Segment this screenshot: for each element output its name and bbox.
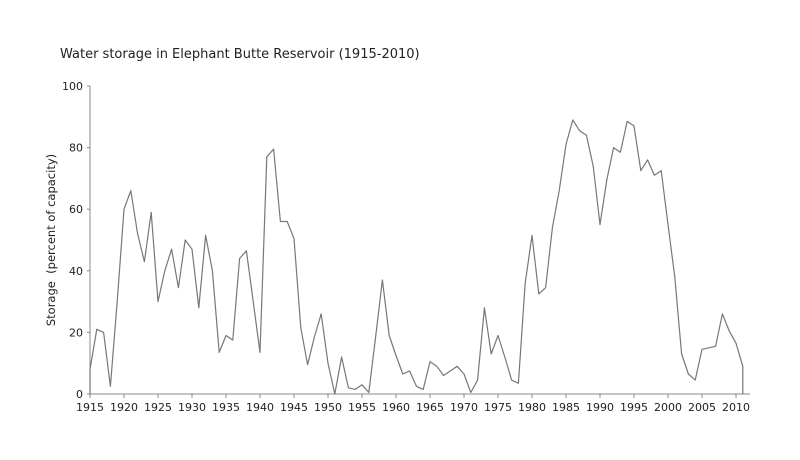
y-tick-label: 0 — [76, 388, 83, 401]
x-tick-label: 1975 — [484, 401, 512, 414]
y-tick-label: 40 — [69, 265, 83, 278]
chart-title: Water storage in Elephant Butte Reservoi… — [60, 47, 420, 62]
x-axis-ticks: 1915 1920 1925 1930 1935 1940 1945 1950 1955 1960… — [76, 394, 750, 414]
x-tick-label: 1930 — [178, 401, 206, 414]
x-tick-label: 1960 — [382, 401, 410, 414]
series-lines — [89, 119, 744, 395]
x-tick-label: 1995 — [620, 401, 648, 414]
x-tick-label: 2000 — [654, 401, 682, 414]
x-tick-label: 1980 — [518, 401, 546, 414]
x-tick-label: 1940 — [246, 401, 274, 414]
y-tick-label: 20 — [69, 326, 83, 339]
x-tick-label: 1965 — [416, 401, 444, 414]
x-tick-label: 1990 — [586, 401, 614, 414]
y-axis-label: Storage (percent of capacity) — [44, 154, 58, 326]
y-tick-label: 100 — [62, 80, 83, 93]
series-line-storage — [89, 119, 744, 395]
y-tick-label: 60 — [69, 203, 83, 216]
axes — [89, 86, 750, 395]
x-tick-label: 1955 — [348, 401, 376, 414]
y-tick-label: 80 — [69, 142, 83, 155]
x-tick-label: 2005 — [688, 401, 716, 414]
x-tick-label: 1950 — [314, 401, 342, 414]
x-tick-label: 1915 — [76, 401, 104, 414]
y-axis-ticks: 0 20 40 60 80 100 — [62, 80, 90, 401]
x-tick-label: 1920 — [110, 401, 138, 414]
x-tick-label: 1935 — [212, 401, 240, 414]
x-tick-label: 1970 — [450, 401, 478, 414]
x-tick-label: 1985 — [552, 401, 580, 414]
x-tick-label: 1945 — [280, 401, 308, 414]
x-tick-label: 1925 — [144, 401, 172, 414]
x-tick-label: 2010 — [722, 401, 750, 414]
